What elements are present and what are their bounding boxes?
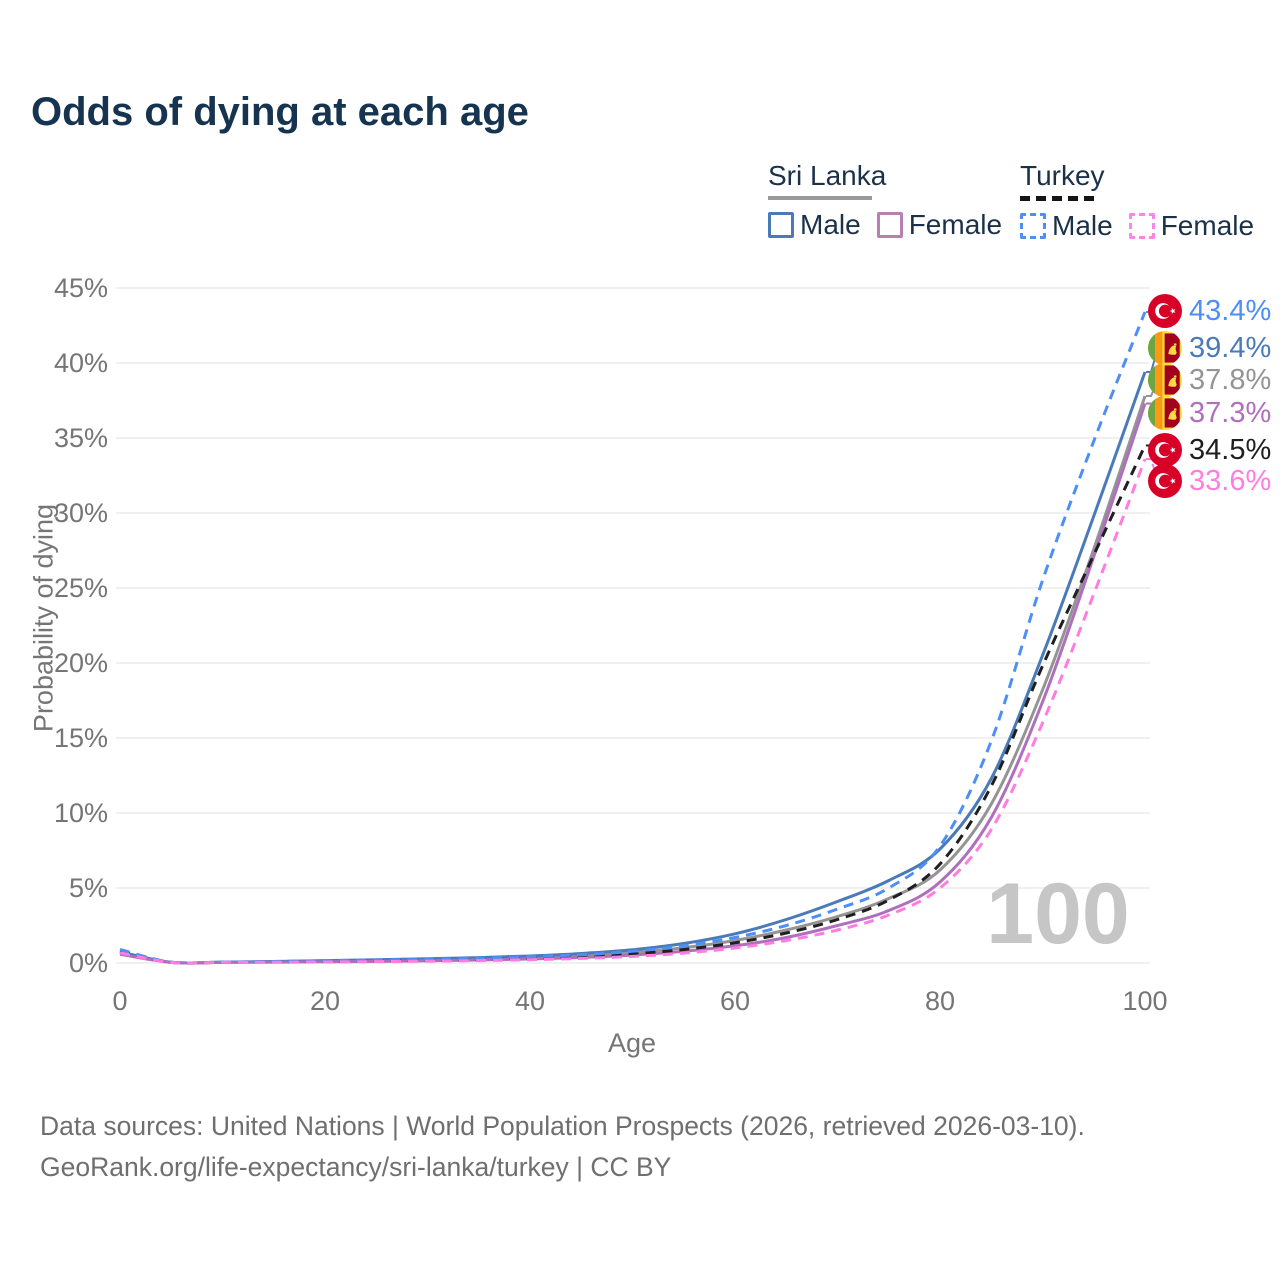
x-tick-label: 40 [515, 986, 545, 1016]
end-label-turkey-male: 43.4% [1148, 294, 1271, 328]
turkey-female-swatch-icon [1128, 213, 1155, 239]
turkey-flag-icon [1148, 464, 1182, 498]
sri-lanka-male-swatch-icon [768, 212, 794, 238]
y-tick-label: 25% [54, 573, 108, 603]
y-tick-label: 0% [69, 948, 108, 978]
legend-item-turkey-female[interactable]: Female [1128, 210, 1255, 242]
legend-item-turkey-male[interactable]: Male [1020, 210, 1113, 242]
footer: Data sources: United Nations | World Pop… [40, 1106, 1085, 1188]
footer-attribution-link[interactable]: GeoRank.org/life-expectancy/sri-lanka/tu… [40, 1152, 672, 1182]
end-label-sri-lanka-both: 37.8% [1148, 363, 1271, 397]
x-tick-label: 0 [112, 986, 127, 1016]
legend-item-sri-lanka-female[interactable]: Female [876, 209, 1003, 241]
end-label-value: 37.8% [1189, 363, 1272, 396]
sri-lanka-female-swatch-icon [876, 212, 903, 238]
y-tick-label: 10% [54, 798, 108, 828]
legend-item-label: Female [1160, 210, 1255, 241]
x-tick-label: 80 [925, 986, 955, 1016]
end-label-sri-lanka-female: 37.3% [1148, 396, 1271, 430]
end-label-value: 34.5% [1189, 433, 1272, 466]
y-tick-label: 20% [54, 648, 108, 678]
series-line-turkey-both[interactable] [119, 444, 1147, 965]
x-tick-label: 60 [720, 986, 750, 1016]
end-label-sri-lanka-male: 39.4% [1148, 331, 1271, 365]
y-tick-label: 45% [54, 273, 108, 303]
turkey-flag-icon [1148, 294, 1182, 328]
turkey-male-swatch-icon [1020, 213, 1046, 239]
end-label-value: 37.3% [1189, 396, 1272, 429]
turkey-dashed-line-swatch [1020, 196, 1100, 201]
x-tick-label: 100 [1122, 986, 1167, 1016]
sri-lanka-flag-icon [1148, 331, 1182, 365]
legend-country-sri-lanka[interactable]: Sri Lanka [768, 160, 887, 191]
legend-item-sri-lanka-male[interactable]: Male [768, 209, 861, 241]
end-label-value: 43.4% [1189, 294, 1272, 327]
y-tick-label: 40% [54, 348, 108, 378]
series-line-turkey-female[interactable] [119, 458, 1147, 965]
end-label-turkey-female: 33.6% [1148, 464, 1271, 498]
page-title: Odds of dying at each age [31, 90, 529, 134]
y-tick-label: 5% [69, 873, 108, 903]
sri-lanka-solid-line-swatch [768, 196, 872, 200]
footer-data-sources: Data sources: United Nations | World Pop… [40, 1111, 1085, 1141]
y-tick-label: 35% [54, 423, 108, 453]
y-tick-label: 15% [54, 723, 108, 753]
legend-group-sri-lanka: Sri Lanka Male Female [768, 160, 1002, 241]
legend-item-label: Female [908, 209, 1003, 240]
sri-lanka-flag-icon [1148, 396, 1182, 430]
legend-item-label: Male [800, 209, 861, 240]
y-axis-title: Probability of dying [28, 503, 59, 733]
end-label-value: 39.4% [1189, 331, 1272, 364]
y-tick-label: 30% [54, 498, 108, 528]
sri-lanka-flag-icon [1148, 363, 1182, 397]
legend-item-label: Male [1052, 210, 1113, 241]
x-axis-title: Age [607, 1028, 657, 1058]
turkey-flag-icon [1148, 433, 1182, 467]
legend-group-turkey: Turkey Male Female [1020, 160, 1254, 242]
end-label-value: 33.6% [1189, 464, 1272, 497]
age-watermark: 100 [986, 866, 1130, 962]
x-tick-label: 20 [310, 986, 340, 1016]
end-label-turkey-both: 34.5% [1148, 433, 1271, 467]
legend-country-turkey[interactable]: Turkey [1020, 160, 1105, 191]
